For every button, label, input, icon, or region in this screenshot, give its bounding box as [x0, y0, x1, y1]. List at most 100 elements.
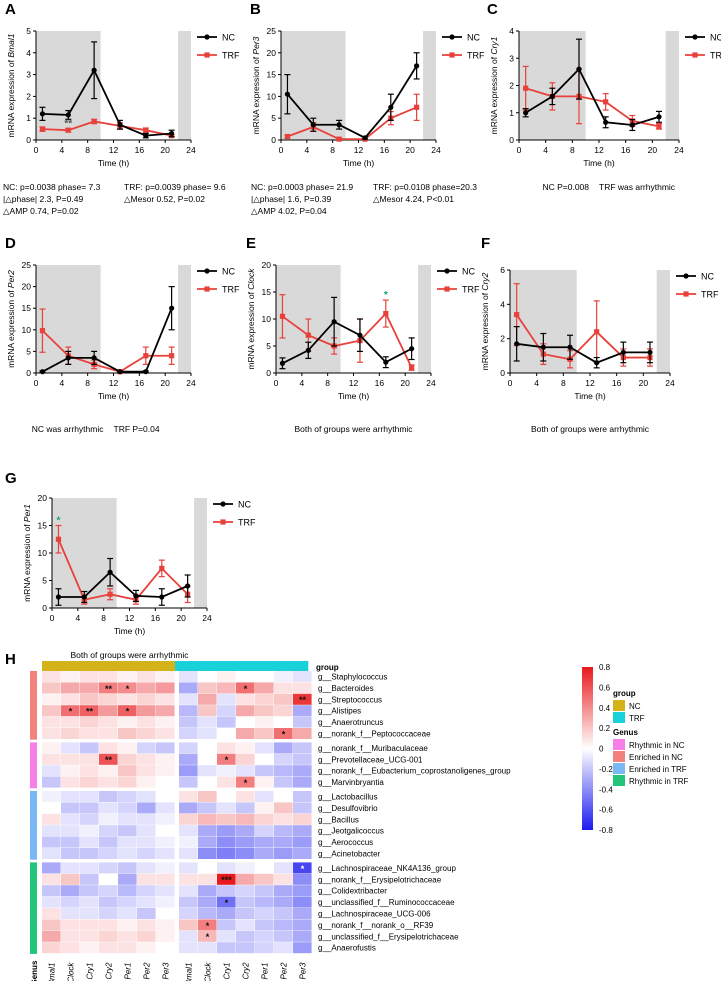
stat-note: △AMP 4.02, P=0.04 — [251, 206, 327, 216]
x-tick-label: 4 — [59, 145, 64, 155]
x-tick-label: 0 — [508, 378, 513, 388]
heatmap-cell — [99, 919, 118, 931]
legend-label: NC — [222, 267, 235, 277]
heatmap-cell — [198, 813, 217, 825]
y-tick-label: 0 — [42, 603, 47, 613]
data-point — [143, 133, 149, 139]
genus-bar-cell — [30, 825, 37, 837]
x-tick-label: 12 — [125, 613, 135, 623]
y-axis-label: mRNA expression of Per3 — [251, 36, 261, 134]
heatmap-cell — [217, 753, 236, 765]
group-legend-swatch — [613, 712, 625, 723]
x-tick-label: 16 — [621, 145, 631, 155]
heatmap-cell — [293, 836, 312, 848]
heatmap-cell — [274, 753, 293, 765]
heatmap-cell — [293, 728, 312, 739]
genus-legend-label: Rhythmic in NC — [629, 741, 685, 750]
heatmap-cell — [293, 753, 312, 765]
genus-bar-cell — [30, 671, 37, 683]
series-line — [286, 65, 418, 139]
heatmap-cell — [42, 836, 61, 848]
panel-letter: B — [250, 1, 261, 18]
series-nc — [279, 296, 415, 370]
heatmap-cell — [137, 802, 156, 814]
series-line — [41, 330, 172, 373]
stat-note: △Mesor 0.52, P=0.02 — [124, 194, 205, 204]
heatmap-cell — [61, 705, 80, 717]
data-point — [357, 332, 363, 338]
color-scale-tick: 0.6 — [599, 683, 611, 692]
series-line — [516, 342, 650, 364]
heatmap-cell — [198, 885, 217, 897]
genus-legend-label: Enriched in TRF — [629, 765, 687, 774]
x-tick-label: 8 — [85, 378, 90, 388]
heatmap-cell — [217, 765, 236, 777]
heatmap-cell — [179, 825, 198, 837]
heatmap-cell — [156, 728, 175, 739]
heatmap-cell — [80, 791, 99, 802]
heatmap-cell — [61, 885, 80, 897]
panel-e: E 0 5 10 15 20 0 4 8 12 16 20 24 Time (h) mRNA express… — [246, 235, 480, 434]
heatmap-cell — [61, 919, 80, 931]
genus-legend-swatch — [613, 763, 625, 774]
legend-marker — [683, 291, 689, 297]
heatmap-cell — [255, 765, 274, 777]
heatmap-cell — [274, 716, 293, 728]
heatmap-cell — [137, 765, 156, 777]
y-axis-label-prefix: mRNA expression of — [6, 288, 16, 368]
heatmap-cell — [137, 942, 156, 954]
heatmap-cell — [137, 728, 156, 739]
heatmap-cell — [217, 813, 236, 825]
y-tick-label: 4 — [500, 299, 505, 309]
heatmap-cell — [80, 848, 99, 859]
heatmap-cell — [99, 848, 118, 859]
x-tick-label: 16 — [151, 613, 161, 623]
heatmap-cell — [42, 813, 61, 825]
heatmap-cell — [156, 765, 175, 777]
heatmap-cell — [179, 682, 198, 694]
data-point — [656, 114, 662, 120]
column-label: Per1 — [261, 963, 270, 980]
heatmap-cell — [137, 836, 156, 848]
heatmap-cell — [236, 802, 255, 814]
heatmap-cell — [179, 728, 198, 739]
y-tick-label: 6 — [500, 265, 505, 275]
y-axis-label-gene: Cry2 — [480, 272, 490, 290]
heatmap-cell — [156, 862, 175, 874]
data-point — [594, 329, 600, 335]
heatmap-cell — [80, 836, 99, 848]
heatmap-cell — [61, 873, 80, 885]
heatmap-cell — [255, 728, 274, 739]
x-axis-label: Time (h) — [98, 391, 129, 401]
heatmap-cell — [274, 919, 293, 931]
heatmap-cell — [217, 873, 236, 885]
y-tick-label: 5 — [266, 341, 271, 351]
group-bar-cell — [42, 661, 62, 671]
heatmap-cell — [179, 753, 198, 765]
heatmap-cell — [61, 813, 80, 825]
heatmap-cell — [198, 848, 217, 859]
genus-bar-cell — [30, 765, 37, 777]
heatmap-cell — [118, 693, 137, 705]
heatmap-cell — [236, 742, 255, 754]
heatmap-cell — [137, 671, 156, 682]
group-bar-cell — [156, 661, 176, 671]
color-scale-tick: 0.4 — [599, 704, 611, 713]
x-tick-label: 0 — [279, 145, 284, 155]
panel-letter: G — [5, 470, 17, 487]
y-tick-label: 2 — [509, 81, 514, 91]
heatmap-cell — [99, 716, 118, 728]
heatmap-cell — [61, 848, 80, 859]
heatmap-cell — [179, 885, 198, 897]
data-point — [603, 99, 609, 105]
row-label: g__Acinetobacter — [318, 850, 381, 859]
heatmap-cell — [236, 825, 255, 837]
heatmap-cell — [118, 930, 137, 942]
x-tick-label: 0 — [517, 145, 522, 155]
series-nc — [522, 38, 662, 132]
dark-phase-shade — [36, 31, 101, 140]
heatmap-cell — [236, 908, 255, 919]
row-label: g__Jeotgalicoccus — [318, 827, 384, 836]
group-bar-cell — [232, 661, 252, 671]
